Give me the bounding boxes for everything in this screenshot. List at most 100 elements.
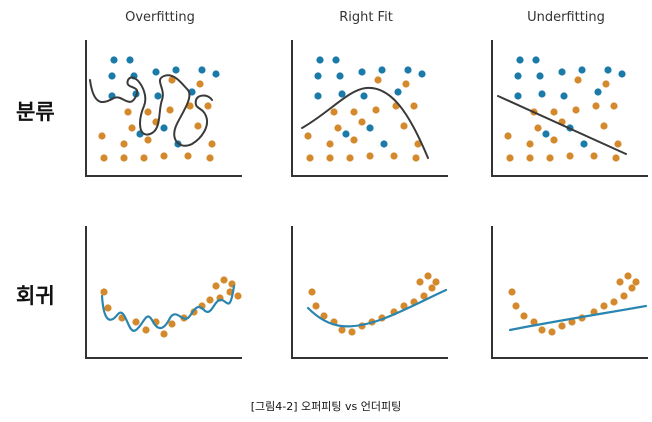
decision-boundary-line — [301, 86, 429, 159]
orange-data-point — [220, 276, 228, 284]
orange-data-point — [416, 278, 424, 286]
blue-data-point — [532, 56, 540, 64]
orange-data-point — [572, 106, 580, 114]
blue-data-point — [604, 66, 612, 74]
orange-data-point — [400, 122, 408, 130]
blue-data-point — [160, 124, 168, 132]
blue-data-point — [152, 68, 160, 76]
orange-data-point — [338, 326, 346, 334]
orange-data-point — [320, 312, 328, 320]
orange-data-point — [546, 154, 554, 162]
blue-data-point — [360, 92, 368, 100]
orange-data-point — [204, 102, 212, 110]
orange-data-point — [374, 76, 382, 84]
orange-data-point — [420, 292, 428, 300]
orange-data-point — [632, 278, 640, 286]
blue-data-point — [126, 56, 134, 64]
orange-data-point — [350, 108, 358, 116]
orange-data-point — [132, 318, 140, 326]
orange-data-point — [160, 330, 168, 338]
orange-data-point — [610, 102, 618, 110]
blue-data-point — [418, 70, 426, 78]
blue-data-point — [342, 130, 350, 138]
orange-data-point — [128, 124, 136, 132]
orange-data-point — [166, 106, 174, 114]
regression-underfitting-panel — [491, 226, 648, 359]
axis-lines — [291, 226, 448, 359]
orange-data-point — [568, 318, 576, 326]
orange-data-point — [400, 302, 408, 310]
orange-data-point — [402, 80, 410, 88]
orange-data-point — [600, 122, 608, 130]
row-label-classification: 분류 — [16, 100, 55, 124]
orange-data-point — [612, 154, 620, 162]
orange-data-point — [120, 140, 128, 148]
blue-data-point — [108, 72, 116, 80]
orange-data-point — [526, 140, 534, 148]
blue-data-point — [366, 124, 374, 132]
orange-data-point — [98, 132, 106, 140]
blue-data-point — [154, 92, 162, 100]
orange-data-point — [234, 292, 242, 300]
orange-data-point — [104, 304, 112, 312]
orange-data-point — [100, 288, 108, 296]
blue-data-point — [358, 68, 366, 76]
orange-data-point — [616, 278, 624, 286]
column-title-overfitting: Overfitting — [125, 10, 195, 25]
axis-lines — [291, 40, 448, 177]
orange-data-point — [326, 140, 334, 148]
blue-data-point — [172, 66, 180, 74]
orange-data-point — [534, 124, 542, 132]
orange-data-point — [208, 140, 216, 148]
orange-data-point — [530, 318, 538, 326]
blue-data-point — [332, 56, 340, 64]
orange-data-point — [548, 328, 556, 336]
orange-data-point — [590, 152, 598, 160]
orange-data-point — [206, 154, 214, 162]
blue-data-point — [212, 70, 220, 78]
column-title-right-fit: Right Fit — [339, 10, 393, 25]
blue-data-point — [538, 90, 546, 98]
orange-data-point — [414, 140, 422, 148]
regression-fit-line — [508, 304, 648, 332]
axis-lines — [491, 226, 648, 359]
classification-overfitting-panel — [85, 40, 242, 177]
classification-right-fit-panel — [291, 40, 448, 177]
orange-data-point — [412, 154, 420, 162]
orange-data-point — [312, 302, 320, 310]
orange-data-point — [186, 102, 194, 110]
blue-data-point — [316, 56, 324, 64]
orange-data-point — [160, 152, 168, 160]
orange-data-point — [512, 302, 520, 310]
blue-data-point — [580, 140, 588, 148]
orange-data-point — [346, 154, 354, 162]
orange-data-point — [120, 154, 128, 162]
orange-data-point — [550, 108, 558, 116]
orange-data-point — [330, 108, 338, 116]
axis-lines — [491, 40, 648, 177]
regression-right-fit-panel — [291, 226, 448, 359]
orange-data-point — [196, 80, 204, 88]
blue-data-point — [514, 92, 522, 100]
orange-data-point — [194, 122, 202, 130]
orange-data-point — [100, 154, 108, 162]
orange-data-point — [508, 288, 516, 296]
orange-data-point — [538, 326, 546, 334]
orange-data-point — [168, 320, 176, 328]
orange-data-point — [144, 108, 152, 116]
orange-data-point — [432, 278, 440, 286]
blue-data-point — [514, 72, 522, 80]
row-label-regression: 회귀 — [16, 284, 55, 308]
orange-data-point — [566, 152, 574, 160]
orange-data-point — [140, 154, 148, 162]
blue-data-point — [338, 90, 346, 98]
blue-data-point — [314, 92, 322, 100]
orange-data-point — [350, 136, 358, 144]
orange-data-point — [506, 154, 514, 162]
orange-data-point — [304, 132, 312, 140]
orange-data-point — [144, 136, 152, 144]
blue-data-point — [378, 66, 386, 74]
blue-data-point — [594, 88, 602, 96]
regression-fit-line — [100, 284, 236, 332]
orange-data-point — [326, 154, 334, 162]
